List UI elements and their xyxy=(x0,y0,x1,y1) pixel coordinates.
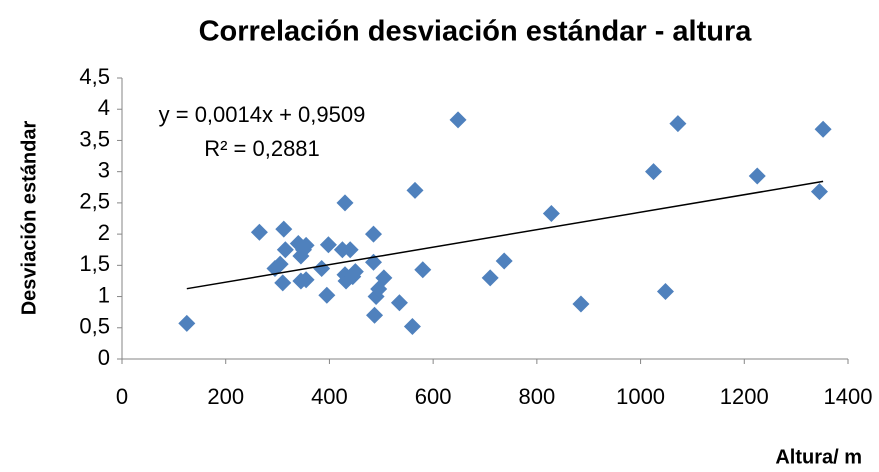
x-tick-label: 400 xyxy=(311,384,348,409)
point xyxy=(810,183,828,201)
point xyxy=(346,263,364,281)
point xyxy=(336,194,354,212)
y-tick-label: 4 xyxy=(98,95,110,120)
point xyxy=(572,295,590,313)
point xyxy=(403,318,421,336)
y-tick-label: 1 xyxy=(98,282,110,307)
y-tick-label: 0,5 xyxy=(79,314,110,339)
point xyxy=(814,120,832,138)
y-tick-label: 4,5 xyxy=(79,64,110,89)
point xyxy=(178,314,196,332)
point xyxy=(669,115,687,133)
point xyxy=(341,241,359,259)
point xyxy=(297,236,315,254)
point xyxy=(481,269,499,287)
chart-title: Correlación desviación estándar - altura xyxy=(199,16,753,48)
point xyxy=(656,283,674,301)
point xyxy=(274,274,292,292)
point xyxy=(542,205,560,223)
y-axis-label: Desviación estándar xyxy=(18,121,40,316)
x-tick-label: 0 xyxy=(116,384,128,409)
point xyxy=(645,163,663,181)
point xyxy=(366,306,384,324)
point xyxy=(390,294,408,312)
y-tick-label: 0 xyxy=(98,345,110,370)
point xyxy=(414,261,432,279)
point xyxy=(275,220,293,238)
point xyxy=(276,241,294,259)
point xyxy=(495,252,513,270)
y-tick-label: 3 xyxy=(98,157,110,182)
x-tick-label: 1200 xyxy=(720,384,769,409)
x-tick-label: 1400 xyxy=(824,384,873,409)
x-axis-label: Altura/ m xyxy=(775,446,862,468)
point xyxy=(271,255,289,273)
x-tick-label: 200 xyxy=(207,384,244,409)
y-tick-label: 1,5 xyxy=(79,251,110,276)
point xyxy=(748,167,766,185)
x-tick-label: 600 xyxy=(415,384,452,409)
x-tick-label: 1000 xyxy=(616,384,665,409)
x-tick-label: 800 xyxy=(518,384,555,409)
point xyxy=(297,271,315,289)
point xyxy=(365,225,383,243)
point xyxy=(449,111,467,129)
y-tick-label: 2,5 xyxy=(79,189,110,214)
point xyxy=(313,259,331,277)
point xyxy=(250,223,268,241)
y-tick-label: 3,5 xyxy=(79,126,110,151)
point xyxy=(318,286,336,304)
point xyxy=(406,181,424,199)
point xyxy=(319,236,337,254)
trendline xyxy=(186,180,824,290)
trendline-equation: y = 0,0014x + 0,9509 xyxy=(159,102,366,127)
trendline-r2: R² = 0,2881 xyxy=(204,136,320,161)
point xyxy=(375,269,393,287)
y-tick-label: 2 xyxy=(98,220,110,245)
